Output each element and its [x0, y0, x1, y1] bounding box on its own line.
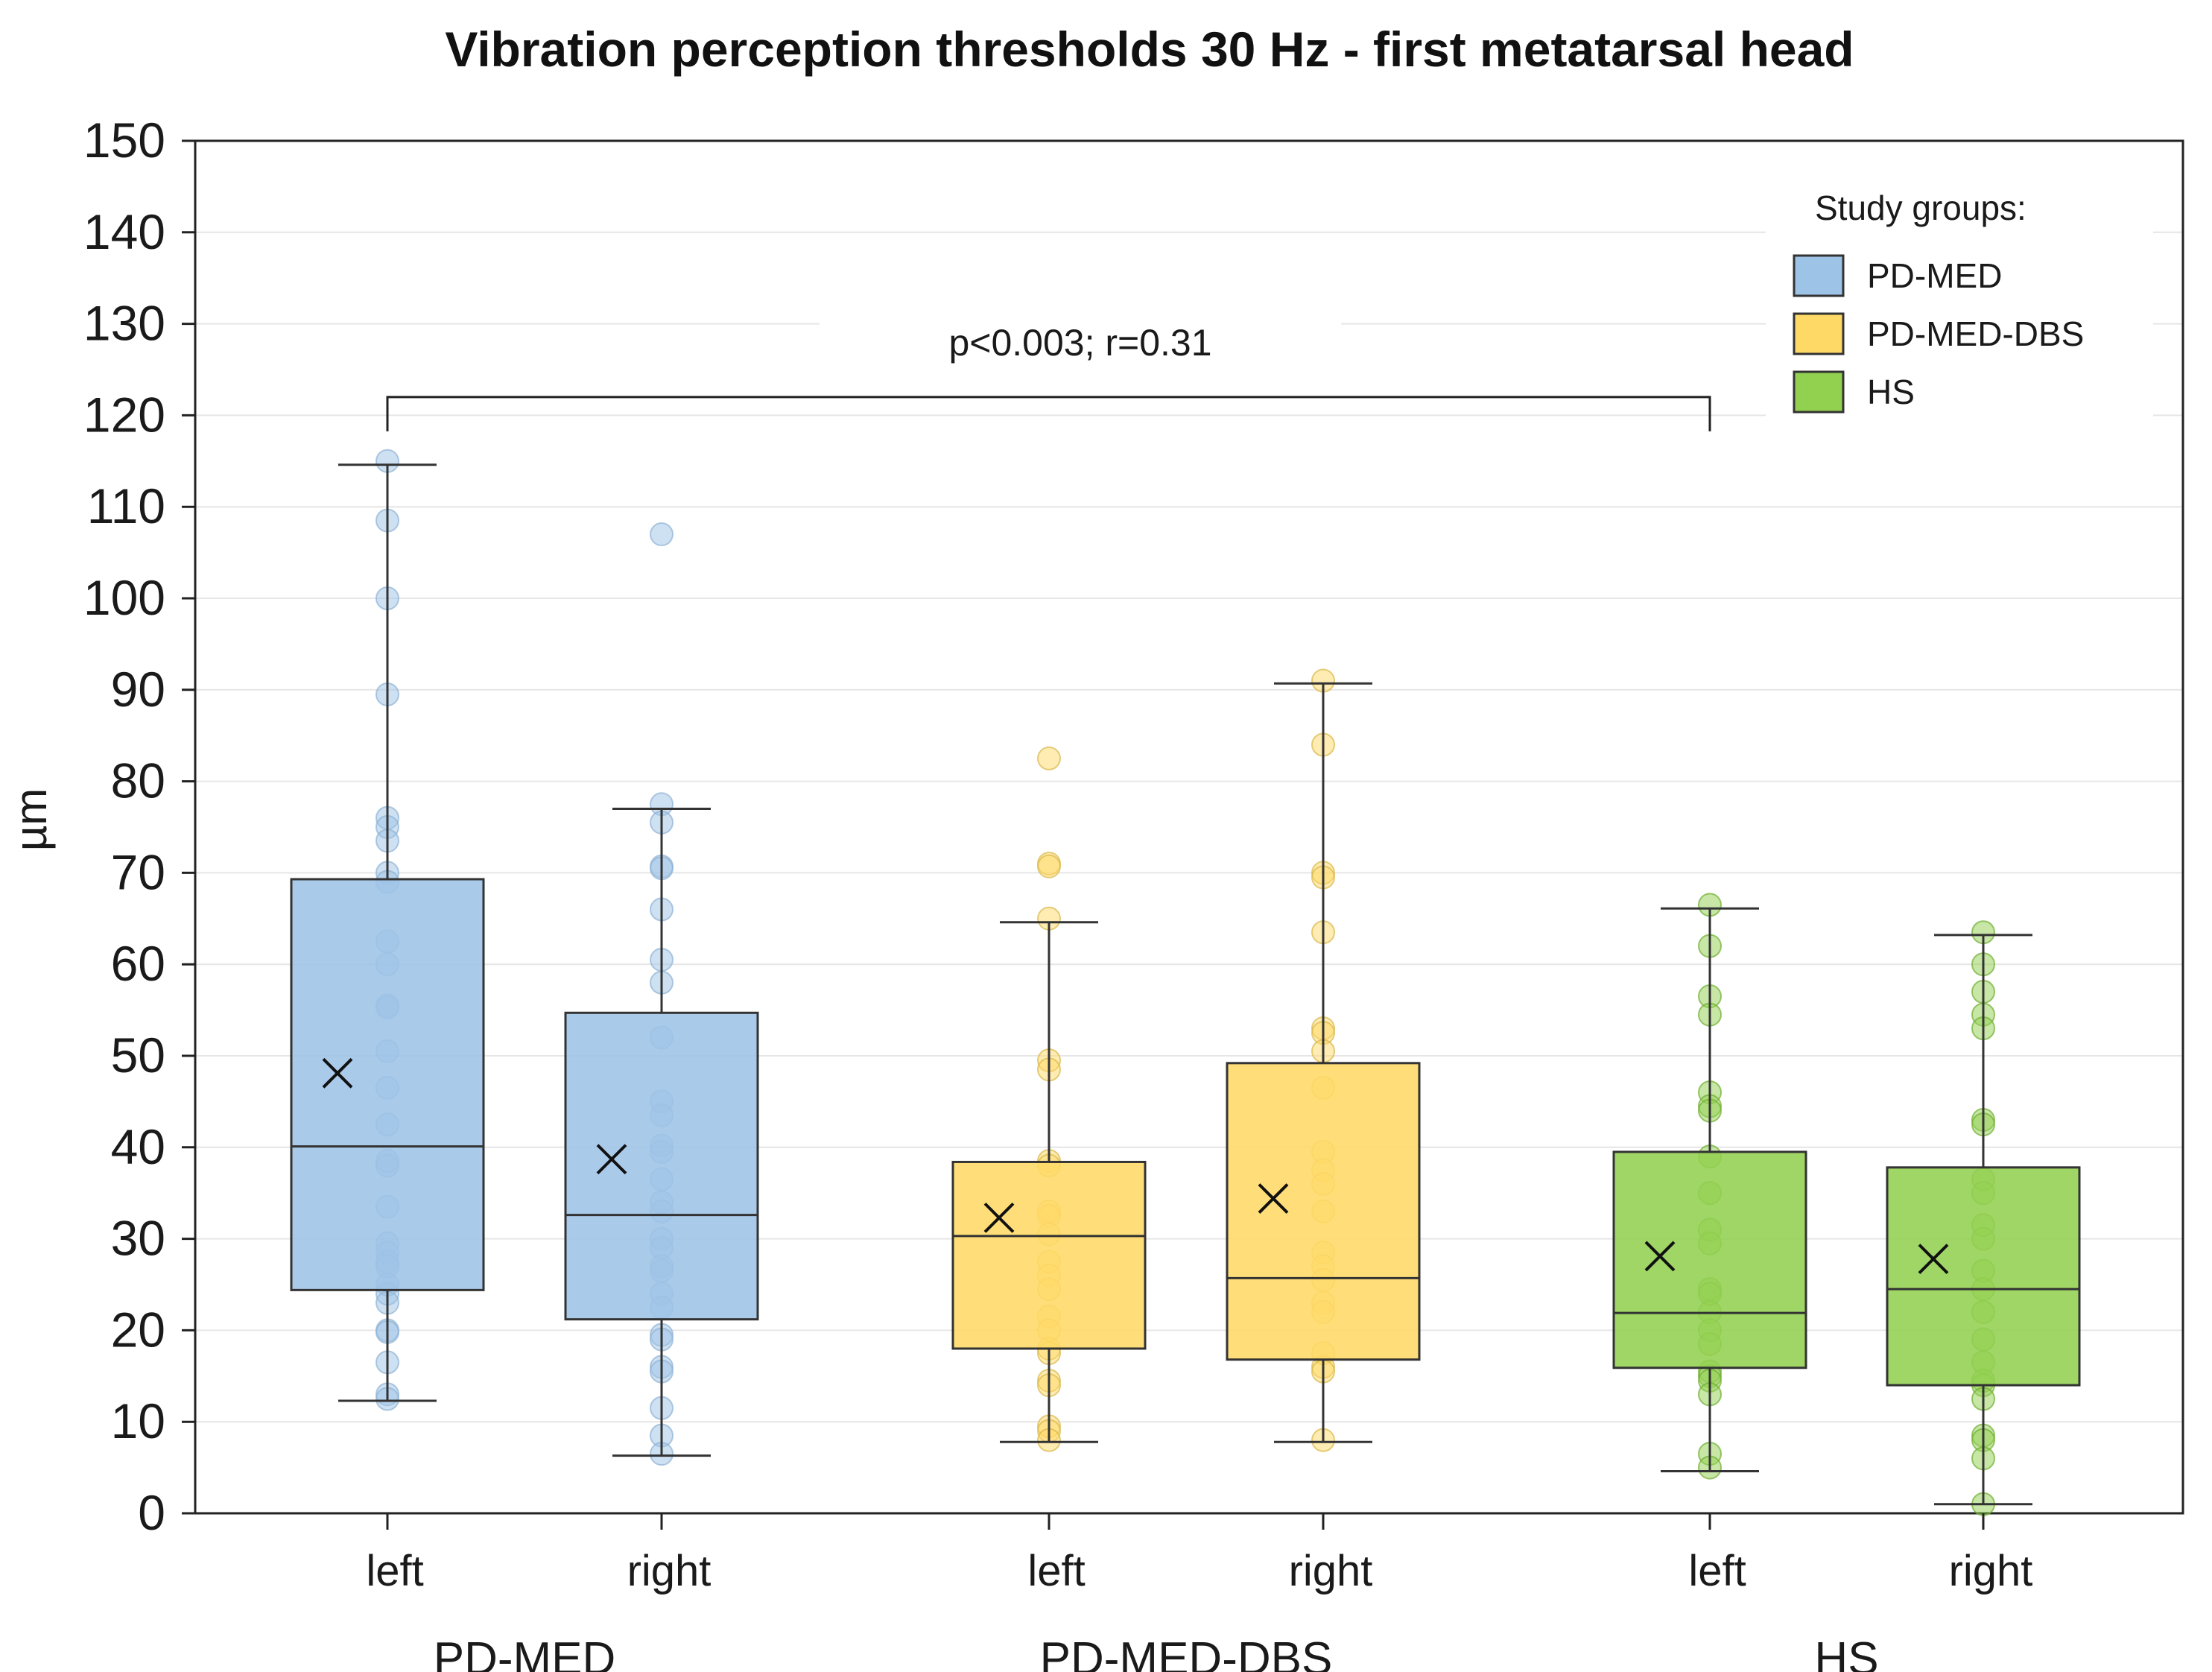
x-tick-label: left: [1688, 1547, 1746, 1595]
plot-frame: [194, 139, 2184, 1515]
legend-swatch: [1793, 370, 1845, 414]
y-tick-label: 10: [111, 1393, 165, 1448]
legend: Study groups: PD-MED PD-MED-DBS HS: [1766, 168, 2153, 428]
group-label: HS: [1814, 1633, 1878, 1672]
y-axis-label: µm: [6, 788, 56, 852]
boxes: [290, 463, 2081, 1506]
legend-swatch: [1793, 254, 1845, 297]
x-tick-label: right: [1289, 1547, 1373, 1595]
group-label: PD-MED-DBS: [1040, 1633, 1333, 1672]
mean-marker: [1644, 1241, 1676, 1272]
legend-title: Study groups:: [1815, 189, 2026, 227]
legend-swatch: [1793, 312, 1845, 355]
legend-item: PD-MED: [1793, 254, 2002, 297]
y-tick-label: 100: [83, 570, 165, 625]
mean-marker: [596, 1144, 627, 1175]
mean-marker: [983, 1202, 1015, 1233]
y-tick-label: 130: [83, 296, 165, 351]
box-pd-med-left: [290, 463, 485, 1402]
iqr-box: [1612, 1150, 1807, 1369]
iqr-box: [290, 878, 485, 1291]
y-axis: 0 10 20 30 40 50 60 70 80 90 100 110 120 130 140 150: [83, 113, 195, 1540]
y-tick-label: 50: [111, 1027, 165, 1083]
box-pd-med-right: [564, 807, 759, 1457]
iqr-box: [1886, 1166, 2081, 1387]
iqr-box: [564, 1011, 759, 1321]
y-tick-label: 30: [111, 1211, 165, 1266]
y-tick-label: 80: [111, 753, 165, 808]
data-point: [1037, 854, 1061, 878]
x-tick-label: left: [366, 1547, 423, 1595]
iqr-box: [951, 1160, 1147, 1350]
y-tick-label: 0: [138, 1485, 165, 1540]
y-tick-label: 140: [83, 204, 165, 259]
y-tick-label: 20: [111, 1302, 165, 1357]
data-point: [1037, 746, 1061, 770]
x-tick-label: left: [1027, 1547, 1085, 1595]
iqr-box: [1226, 1062, 1421, 1361]
mean-marker: [1258, 1183, 1289, 1214]
box-hs-right: [1886, 934, 2081, 1506]
significance-label: p<0.003; r=0.31: [948, 322, 1211, 364]
significance-bracket: [386, 396, 1711, 431]
mean-marker: [322, 1057, 353, 1089]
x-tick-label: right: [627, 1547, 712, 1595]
annotation-background: [820, 314, 1341, 371]
legend-item: PD-MED-DBS: [1793, 312, 2084, 355]
chart-title: Vibration perception thresholds 30 Hz - …: [445, 22, 1854, 77]
legend-label: PD-MED-DBS: [1867, 314, 2084, 353]
y-tick-label: 70: [111, 844, 165, 899]
group-label: PD-MED: [434, 1633, 616, 1672]
y-tick-label: 120: [83, 387, 165, 442]
y-tick-label: 40: [111, 1119, 165, 1174]
data-point: [650, 522, 674, 547]
x-axis: left right left right left right PD-MED PD-MED-…: [366, 1513, 2032, 1672]
significance-annotation: p<0.003; r=0.31: [386, 314, 1711, 431]
box-pd-med-dbs-left: [951, 921, 1147, 1443]
box-hs-left: [1612, 907, 1807, 1473]
x-tick-label: right: [1949, 1547, 2033, 1595]
y-tick-label: 150: [83, 113, 165, 168]
legend-label: PD-MED: [1867, 256, 2002, 295]
y-tick-label: 90: [111, 662, 165, 717]
legend-label: HS: [1867, 373, 1915, 411]
box-pd-med-dbs-right: [1226, 682, 1421, 1443]
y-tick-label: 110: [87, 478, 165, 533]
y-tick-label: 60: [111, 936, 165, 991]
legend-item: HS: [1793, 370, 1915, 414]
mean-marker: [1918, 1244, 1949, 1275]
